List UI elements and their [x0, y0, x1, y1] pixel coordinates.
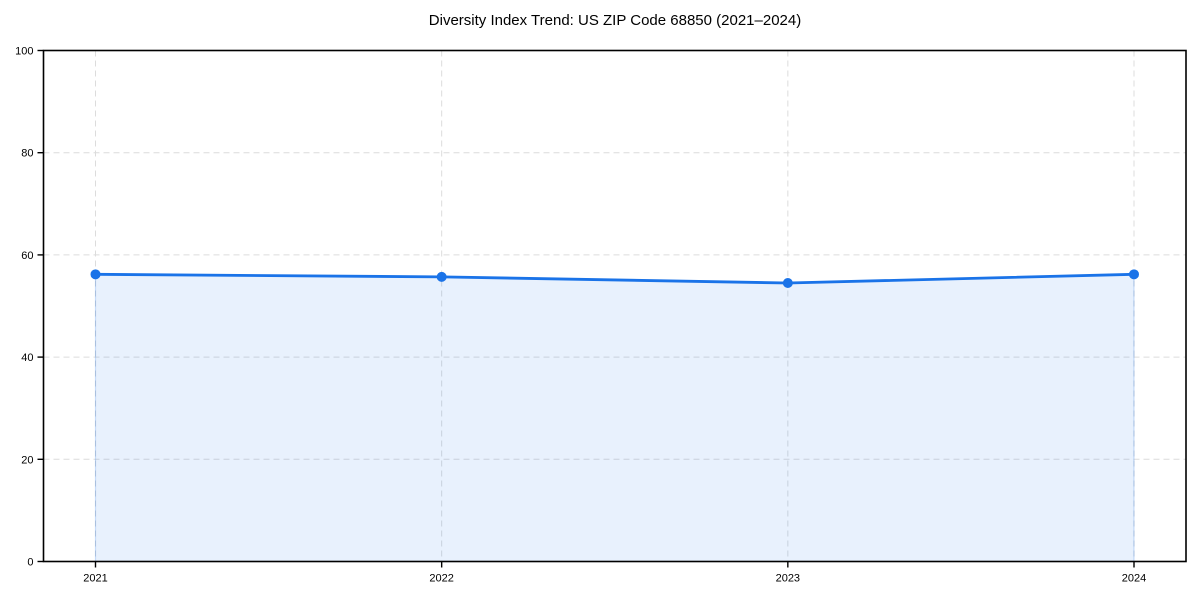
x-tick-label-2021: 2021 [83, 573, 107, 585]
y-tick-label-60: 60 [21, 250, 33, 262]
y-tick-label-80: 80 [21, 148, 33, 160]
x-tick-label-2023: 2023 [776, 573, 800, 585]
x-tick-label-2022: 2022 [429, 573, 453, 585]
area-fill [94, 273, 1135, 563]
trend-line [94, 272, 1136, 285]
axes-border [42, 49, 1187, 563]
y-tick-label-0: 0 [27, 557, 33, 569]
chart-title: Diversity Index Trend: US ZIP Code 68850… [428, 12, 802, 29]
data-point-2021 [90, 269, 101, 280]
data-point-2024 [1129, 269, 1139, 280]
x-tick-label-2024: 2024 [1122, 573, 1146, 585]
y-tick-label-20: 20 [21, 454, 33, 466]
data-point-2022 [436, 271, 447, 282]
y-tick-label-100: 100 [15, 46, 33, 58]
y-tick-label-40: 40 [21, 352, 33, 364]
data-point-2023 [782, 278, 793, 289]
